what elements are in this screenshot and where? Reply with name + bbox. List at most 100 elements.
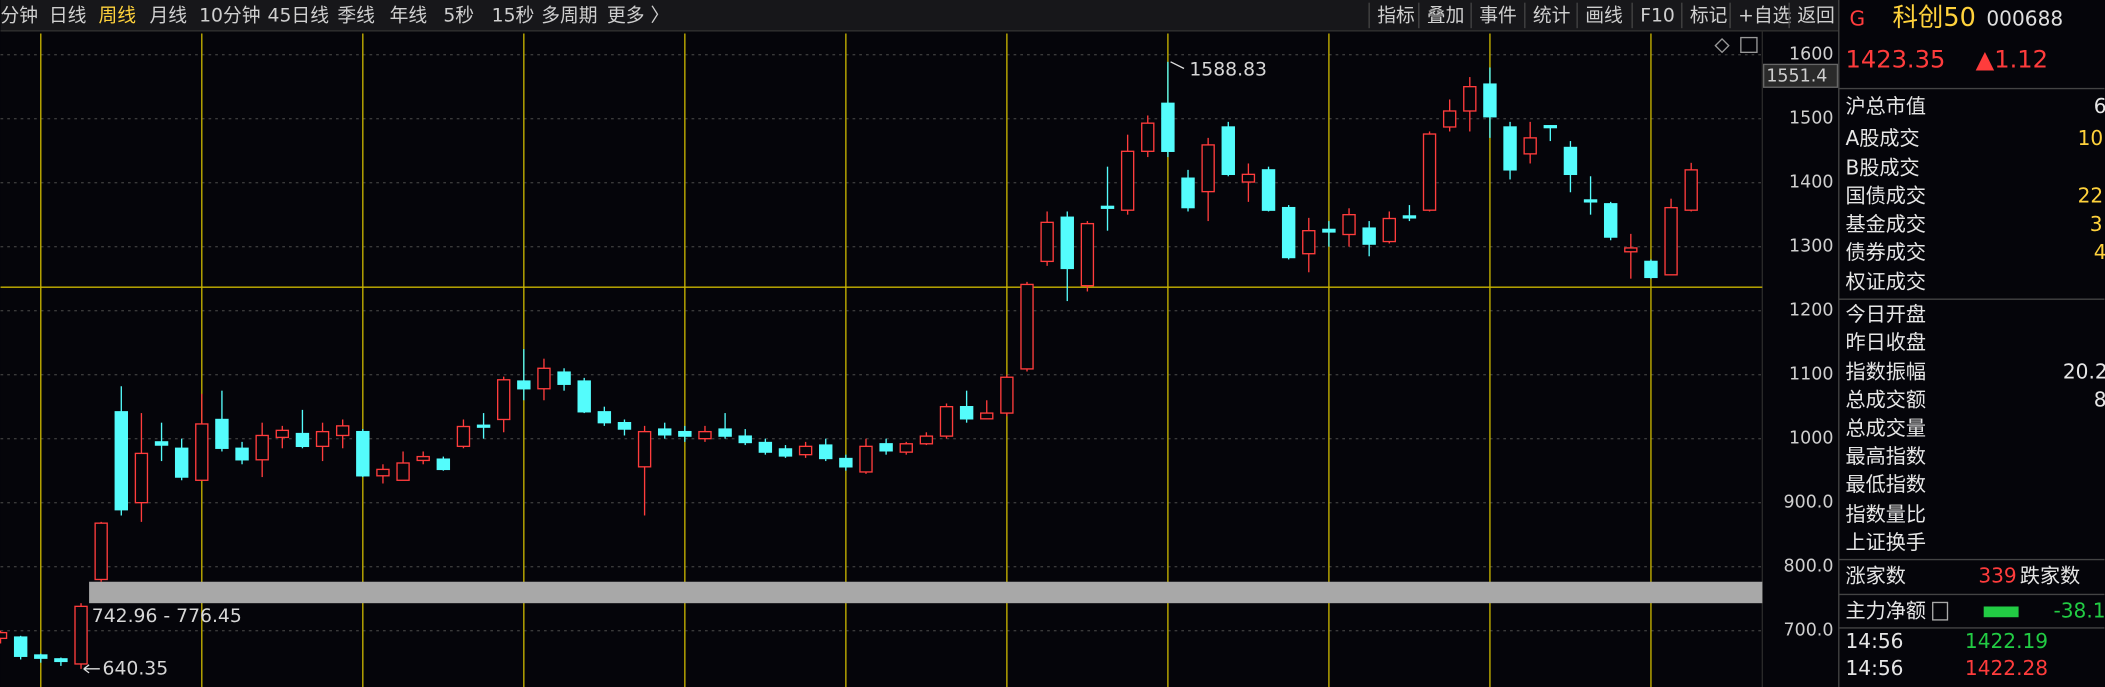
candle-body xyxy=(335,425,350,437)
period-tab[interactable]: 季线 xyxy=(337,5,375,27)
tool-button[interactable]: 事件 xyxy=(1479,5,1517,27)
period-tab[interactable]: 周线 xyxy=(98,5,136,27)
cursor-label: 1551.4 xyxy=(1766,66,1827,86)
candle-body xyxy=(496,379,511,421)
candle-body xyxy=(1402,215,1417,219)
y-tick-label: 1200 xyxy=(1789,301,1833,321)
candle-body xyxy=(1302,229,1316,255)
candle-body xyxy=(798,445,813,456)
candle-body xyxy=(456,425,471,448)
tick-price: 1422.28 xyxy=(1965,656,2048,680)
flow-icon xyxy=(1932,601,1949,621)
candle-body xyxy=(1020,283,1034,370)
tool-button[interactable]: F10 xyxy=(1640,6,1675,27)
candle-body xyxy=(698,430,712,440)
y-tick-label: 900.0 xyxy=(1784,493,1834,513)
period-tab[interactable]: 月线 xyxy=(149,5,187,27)
tool-button[interactable]: 返回 xyxy=(1797,5,1835,27)
candle-body xyxy=(557,371,571,385)
info-panel: G 科创50 000688 1423.35 ▲1.12 沪总市值 6 A股成交 10 B股成交国债… xyxy=(1838,3,2105,680)
tick-time: 14:56 xyxy=(1846,656,1904,680)
price-change: ▲1.12 xyxy=(1976,45,2048,73)
row-label: A股成交 xyxy=(1846,126,1920,150)
candle-body xyxy=(1181,177,1195,209)
period-tab[interactable]: 年线 xyxy=(390,5,428,27)
row-label: 基金成交 xyxy=(1846,212,1926,236)
tool-button[interactable]: 标记 xyxy=(1690,5,1728,27)
candle-body xyxy=(517,380,531,390)
candle-body xyxy=(959,406,974,420)
candle-body xyxy=(54,658,68,663)
candle-body xyxy=(758,441,773,453)
y-tick-label: 1600 xyxy=(1789,45,1833,65)
period-tab[interactable]: 多周期 xyxy=(541,5,597,27)
candle-body xyxy=(1080,222,1095,287)
candle-body xyxy=(1281,206,1296,259)
candle-body xyxy=(859,445,873,473)
row-label: 总成交额 xyxy=(1846,388,1926,412)
tool-button[interactable]: 画线 xyxy=(1585,5,1623,27)
row-label: 指数振幅 xyxy=(1846,360,1926,384)
candle-body xyxy=(1624,247,1638,253)
candle-body xyxy=(1241,173,1256,183)
candle-body xyxy=(1221,126,1235,176)
candle-body xyxy=(1141,122,1155,152)
y-tick-label: 700.0 xyxy=(1784,621,1834,641)
candle-body xyxy=(1442,110,1457,128)
candle-body xyxy=(1463,85,1477,112)
row-label: 沪总市值 xyxy=(1846,94,1926,118)
period-tab[interactable]: 日线 xyxy=(49,5,87,27)
badge: G xyxy=(1850,7,1866,31)
y-tick-label: 1300 xyxy=(1789,237,1833,257)
row-label: 上证换手 xyxy=(1846,530,1926,554)
candle-body xyxy=(436,458,451,471)
candle-body xyxy=(919,435,934,445)
up-count: 339 xyxy=(1978,563,2016,587)
candle-body xyxy=(1342,213,1356,236)
period-tab[interactable]: 5秒 xyxy=(443,5,474,27)
candle-body xyxy=(134,452,149,504)
index-code: 000688 xyxy=(1986,7,2063,31)
candle-body xyxy=(1161,102,1175,152)
annotation-arrow xyxy=(83,664,100,674)
row-value: 3 xyxy=(2090,212,2103,236)
row-label: 权证成交 xyxy=(1846,270,1926,294)
tool-button[interactable]: +自选 xyxy=(1738,5,1791,27)
candle-body xyxy=(1483,83,1497,118)
tool-button[interactable]: 叠加 xyxy=(1427,5,1465,27)
candle-body xyxy=(1684,169,1698,211)
tool-button[interactable]: 统计 xyxy=(1533,5,1571,27)
period-tab[interactable]: 更多 〉 xyxy=(607,5,669,27)
row-label: 国债成交 xyxy=(1846,184,1926,208)
period-tab[interactable]: 10分钟 xyxy=(199,5,260,27)
tick-time: 14:56 xyxy=(1846,629,1904,653)
row-label: 债券成交 xyxy=(1846,240,1926,264)
down-label: 跌家数 xyxy=(2020,563,2080,587)
candle-body xyxy=(215,418,229,449)
period-tab[interactable]: 分钟 xyxy=(1,5,39,27)
low-annotation: 640.35 xyxy=(103,658,169,679)
period-tab[interactable]: 15秒 xyxy=(492,5,535,27)
y-tick-label: 800.0 xyxy=(1784,557,1834,577)
icon-window xyxy=(1740,36,1758,54)
period-tab[interactable]: 45日线 xyxy=(268,5,330,27)
candle-body xyxy=(1543,125,1558,129)
candle-body xyxy=(74,605,88,665)
row-value: 10 xyxy=(2078,126,2104,150)
row-value: 4 xyxy=(2094,240,2105,264)
candle-body xyxy=(275,429,290,439)
candle-body xyxy=(1503,126,1517,171)
candle-body xyxy=(939,406,954,437)
candle-body xyxy=(376,468,390,477)
candle-body xyxy=(476,424,491,428)
tool-button[interactable]: 指标 xyxy=(1377,5,1415,27)
candle-body xyxy=(617,422,632,430)
plot: 1600 1500 1400 1300 1200 1100 1000 900.0 800.0 70… xyxy=(0,33,1839,687)
y-tick-label: 1100 xyxy=(1789,365,1833,385)
candle-body xyxy=(778,448,793,457)
index-name: 科创50 xyxy=(1892,3,1975,33)
row-label: 今日开盘 xyxy=(1846,302,1926,326)
row-label: 最高指数 xyxy=(1846,444,1926,468)
candle-body xyxy=(899,443,913,453)
candle-body xyxy=(1201,144,1215,193)
